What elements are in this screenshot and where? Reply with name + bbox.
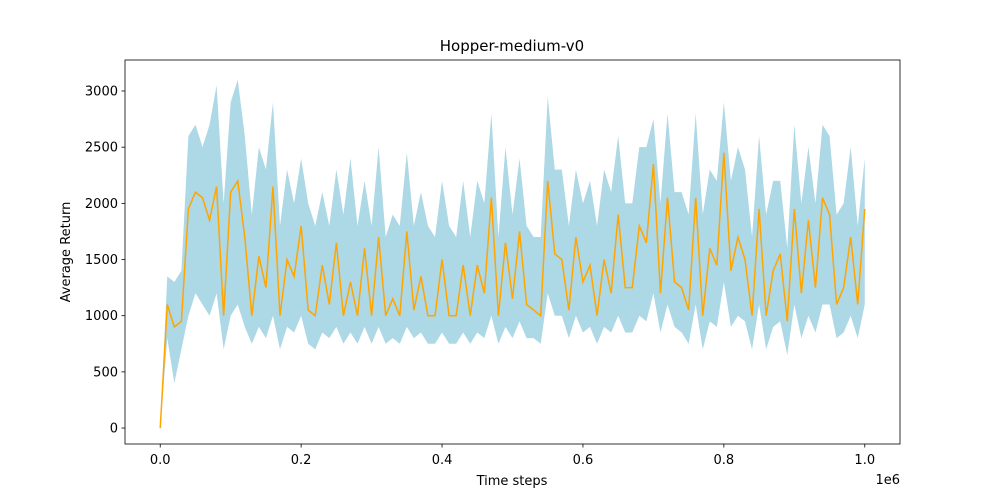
chart-title: Hopper-medium-v0	[440, 37, 584, 55]
x-tick-label: 0.2	[291, 453, 312, 468]
y-tick-label: 2500	[85, 141, 118, 156]
line	[159, 152, 866, 429]
plot-frame	[124, 59, 901, 445]
x-axis-label: Time steps	[476, 474, 548, 489]
x-tick-label: 0.0	[150, 453, 171, 468]
x-tick-label: 0.8	[714, 453, 735, 468]
band	[160, 79, 865, 429]
y-tick-label: 2000	[85, 197, 118, 212]
y-axis-label: Average Return	[59, 202, 74, 303]
y-tick-label: 1000	[85, 309, 118, 324]
x-tick-label: 0.4	[432, 453, 453, 468]
y-tick-label: 1500	[85, 253, 118, 268]
x-offset-label: 1e6	[875, 473, 900, 488]
x-tick-label: 0.6	[573, 453, 594, 468]
x-tick-label: 1.0	[854, 453, 875, 468]
y-tick-label: 3000	[85, 85, 118, 100]
y-tick-label: 0	[110, 422, 118, 437]
y-tick-label: 500	[93, 365, 118, 380]
